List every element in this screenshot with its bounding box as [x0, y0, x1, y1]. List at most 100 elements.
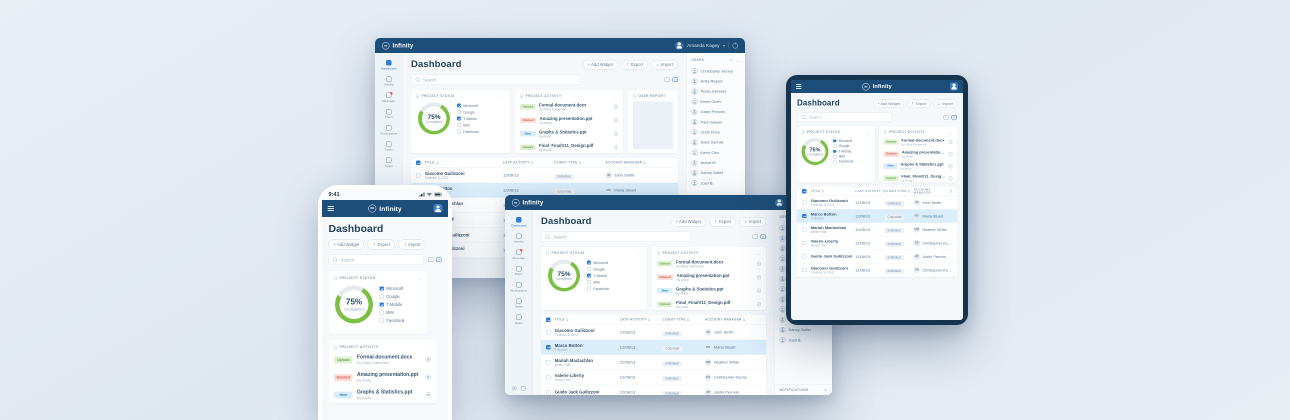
- user-list-item[interactable]: Justin Perovio: [775, 264, 833, 274]
- search-input[interactable]: Search: [328, 254, 424, 265]
- grid-view-icon[interactable]: [752, 234, 758, 239]
- sort-icon[interactable]: [743, 318, 746, 322]
- column-account-manager[interactable]: ACCOUNT MANAGER: [914, 188, 952, 194]
- gear-icon[interactable]: [613, 131, 618, 136]
- sidebar-item[interactable]: Activity: [505, 230, 533, 246]
- legend-checkbox[interactable]: [379, 318, 384, 323]
- user-list-item[interactable]: Paul Sawyer: [775, 274, 833, 284]
- table-row[interactable]: Giacomo Guilizzoni Founder & CEO 12/08/1…: [797, 264, 957, 277]
- legend-checkbox[interactable]: [379, 310, 384, 315]
- notifications-bar[interactable]: NOTIFICATIONS ▾: [774, 384, 832, 396]
- add-user-icon[interactable]: +: [729, 57, 733, 63]
- sort-icon[interactable]: [647, 318, 650, 322]
- drag-handle-icon[interactable]: [416, 94, 419, 99]
- sidebar-item[interactable]: Activity: [375, 73, 403, 89]
- list-view-icon[interactable]: [760, 234, 766, 239]
- column-client-type[interactable]: CLIENT TYPE: [884, 189, 913, 193]
- drag-handle-icon[interactable]: [334, 345, 337, 350]
- row-checkbox[interactable]: [546, 375, 551, 380]
- sidebar-item[interactable]: Tasks: [375, 138, 403, 154]
- drag-handle-icon[interactable]: [657, 251, 660, 256]
- gear-icon[interactable]: [425, 374, 431, 380]
- sort-icon[interactable]: [643, 161, 646, 165]
- sort-icon[interactable]: [882, 189, 885, 193]
- user-list-item[interactable]: Josh B.: [775, 335, 833, 345]
- row-checkbox[interactable]: [802, 200, 807, 205]
- select-all-checkbox[interactable]: [802, 189, 807, 194]
- gear-icon[interactable]: [948, 164, 953, 169]
- legend-item[interactable]: Microsoft: [587, 260, 609, 265]
- export-button[interactable]: ↑ Export: [906, 99, 931, 108]
- user-list-item[interactable]: Danny Salter: [775, 325, 833, 335]
- table-row[interactable]: Mariah Maclachlan Better Half 12/08/13 I…: [797, 223, 957, 237]
- activity-item[interactable]: New Graphs & Statistics.ppt by Andy: [334, 386, 431, 403]
- more-options-icon[interactable]: …: [866, 129, 871, 135]
- activity-item[interactable]: Upload Final_FinalV11_Design.pdf by Andy: [520, 141, 618, 154]
- row-checkbox[interactable]: [546, 360, 551, 365]
- legend-item[interactable]: Facebook: [457, 129, 479, 134]
- menu-hamburger-icon[interactable]: [796, 84, 802, 89]
- sort-icon[interactable]: [578, 161, 581, 165]
- legend-item[interactable]: IBM: [379, 310, 405, 315]
- import-button[interactable]: ↓ Import: [933, 99, 957, 108]
- user-list-item[interactable]: Danny Salter: [687, 168, 746, 178]
- list-view-icon[interactable]: [436, 257, 442, 262]
- drag-handle-icon[interactable]: [334, 276, 337, 281]
- more-options-icon[interactable]: …: [426, 344, 432, 350]
- legend-item[interactable]: Google: [379, 294, 405, 299]
- activity-item[interactable]: Upload Formal-document.docx by Mary Kath…: [657, 257, 761, 271]
- user-list-item[interactable]: Kevin Chin: [687, 148, 746, 158]
- export-button[interactable]: ↑ Export: [620, 59, 649, 70]
- export-button[interactable]: ↑ Export: [708, 216, 737, 227]
- legend-item[interactable]: IBM: [587, 280, 609, 284]
- sort-icon[interactable]: [436, 161, 439, 165]
- activity-item[interactable]: Deleted Amazing presentation.ppt by Andy: [334, 369, 431, 387]
- export-button[interactable]: ↑ Export: [367, 239, 395, 250]
- drag-handle-icon[interactable]: [633, 94, 636, 99]
- sort-icon[interactable]: [531, 161, 534, 165]
- activity-item[interactable]: New Graphs & Statistics.ppt by Andy: [657, 284, 761, 298]
- drag-handle-icon[interactable]: [801, 130, 805, 135]
- legend-item[interactable]: Google: [833, 145, 853, 148]
- row-checkbox[interactable]: [802, 227, 807, 232]
- legend-item[interactable]: IBM: [833, 155, 853, 158]
- sidebar-item[interactable]: Workspaces: [505, 279, 533, 295]
- column-title[interactable]: TITLE: [555, 318, 620, 322]
- list-view-icon[interactable]: [672, 77, 678, 82]
- legend-item[interactable]: Microsoft: [833, 139, 853, 143]
- table-row[interactable]: Giacomo Guilizzoni Founder & CEO 12/08/1…: [797, 196, 957, 210]
- sidebar-item[interactable]: Notes: [505, 312, 533, 328]
- table-row[interactable]: Valerie Liberty Head Chef 12/08/13 Indiv…: [797, 237, 957, 250]
- row-checkbox[interactable]: [802, 240, 807, 246]
- legend-checkbox[interactable]: [457, 110, 461, 114]
- legend-item[interactable]: Facebook: [587, 286, 609, 291]
- row-checkbox[interactable]: [416, 173, 421, 178]
- user-list-item[interactable]: Justin Perovio: [687, 107, 746, 117]
- gear-icon[interactable]: [948, 139, 953, 145]
- import-button[interactable]: ↓ Import: [739, 216, 766, 227]
- more-options-icon[interactable]: …: [613, 93, 619, 99]
- gear-icon[interactable]: [756, 288, 761, 293]
- more-options-icon[interactable]: …: [668, 93, 674, 99]
- activity-item[interactable]: New Graphs & Statistics.ppt by Andy: [520, 127, 618, 141]
- drag-handle-icon[interactable]: [883, 130, 887, 135]
- chevron-down-icon[interactable]: ▾: [722, 43, 725, 48]
- legend-item[interactable]: T-Mobile: [833, 150, 853, 153]
- user-avatar[interactable]: [433, 204, 443, 213]
- row-checkbox[interactable]: [546, 390, 551, 395]
- row-checkbox[interactable]: [546, 345, 551, 350]
- gear-icon[interactable]: [613, 104, 618, 109]
- more-options-icon[interactable]: …: [756, 250, 762, 256]
- add-widget-button[interactable]: + Add Widget: [873, 99, 904, 108]
- table-row[interactable]: Giacomo Guilizzoni Founder & CEO 12/08/1…: [411, 168, 678, 183]
- user-list-item[interactable]: Kevin Chen: [775, 254, 833, 264]
- user-list-item[interactable]: Christopher Kenny: [687, 66, 746, 76]
- user-list-item[interactable]: Paul Sawyer: [687, 117, 746, 127]
- column-last-activity[interactable]: LAST ACTIVITY: [620, 318, 663, 322]
- power-icon[interactable]: [732, 42, 738, 49]
- user-avatar[interactable]: [775, 198, 784, 207]
- legend-checkbox[interactable]: [379, 286, 384, 291]
- table-row[interactable]: Guido Jack Guilizzoni 12/08/13 Individua…: [541, 385, 766, 395]
- sort-icon[interactable]: [566, 318, 569, 322]
- column-client-type[interactable]: CLIENT TYPE: [554, 161, 605, 165]
